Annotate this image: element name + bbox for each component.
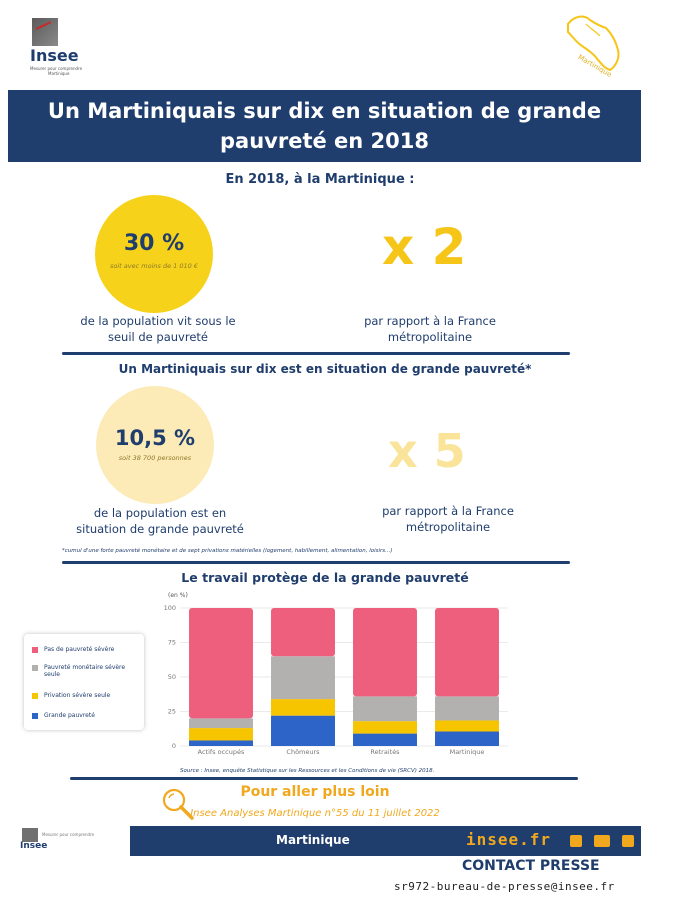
chart-unit-label: (en %)	[168, 592, 188, 599]
ratio-x5-caption: par rapport à la France métropolitaine	[382, 504, 514, 534]
youtube-icon[interactable]	[594, 835, 610, 847]
insee-site-link[interactable]: insee.fr	[466, 830, 552, 849]
severe-poverty-caption: de la population est en situation de gra…	[76, 506, 244, 536]
legend-label: Pas de pauvreté sévère	[44, 646, 115, 653]
bar-segment	[271, 608, 335, 657]
footer-band: Martinique insee.fr	[130, 826, 641, 856]
contact-title: CONTACT PRESSE	[462, 858, 600, 874]
ratio-x2-caption: par rapport à la France métropolitaine	[364, 314, 496, 344]
x-category-label: Chômeurs	[286, 748, 320, 756]
magnifier-icon	[160, 786, 196, 822]
martinique-map-icon: Martinique	[560, 10, 630, 80]
legend-label: Grande pauvreté	[44, 712, 95, 719]
severe-poverty-circle: 10,5 % soit 38 700 personnes	[96, 386, 214, 504]
y-tick-label: 75	[168, 639, 176, 647]
more-title: Pour aller plus loin	[240, 784, 390, 800]
legend-swatch	[32, 713, 38, 719]
y-tick-label: 50	[168, 673, 176, 681]
footer-region: Martinique	[276, 833, 350, 847]
bar-segment	[353, 733, 417, 746]
divider-1	[62, 352, 570, 355]
contact-email[interactable]: sr972-bureau-de-presse@insee.fr	[394, 880, 615, 893]
ratio-x2: x 2	[382, 218, 467, 276]
x-category-label: Actifs occupés	[198, 748, 245, 756]
bar-segment	[271, 699, 335, 716]
footer-logo[interactable]: Insee	[20, 826, 60, 856]
insee-logo-mark	[32, 18, 58, 46]
publication-link[interactable]: Insee Analyses Martinique n°55 du 11 jui…	[190, 808, 440, 819]
bar-segment	[353, 608, 417, 697]
poverty-rate-caption: de la population vit sous le seuil de pa…	[80, 314, 236, 344]
bar-segment	[435, 696, 499, 721]
bar-segment	[189, 718, 253, 729]
poverty-rate-value: 30 %	[123, 231, 185, 256]
severe-poverty-value: 10,5 %	[114, 426, 196, 450]
chart-legend: Pas de pauvreté sévère Pauvreté monétaire…	[24, 634, 144, 730]
footer-logo-mark	[22, 828, 38, 842]
legend-item: Pauvreté monétaire sévère seule	[32, 664, 140, 678]
legend-item: Privation sévère seule	[32, 692, 140, 699]
poverty-rate-note: soit avec moins de 1 010 €	[110, 262, 198, 270]
y-tick-label: 100	[164, 604, 176, 612]
title-line-1: Un Martiniquais sur dix en situation de …	[47, 99, 602, 123]
legend-swatch	[32, 665, 38, 671]
footer-logo-tagline: Mesurer pour comprendre	[42, 832, 95, 837]
x-category-label: Martinique	[450, 748, 485, 756]
legend-swatch	[32, 647, 38, 653]
section1-heading: En 2018, à la Martinique :	[225, 172, 415, 187]
x-category-label: Retraités	[370, 748, 400, 756]
ratio-x5: x 5	[388, 424, 466, 478]
bar-segment	[189, 608, 253, 719]
twitter-icon[interactable]	[570, 835, 582, 847]
bar-segment	[435, 720, 499, 732]
insee-logo[interactable]: Insee Mesurer pour comprendre Martinique	[28, 18, 84, 80]
legend-item: Pas de pauvreté sévère	[32, 646, 140, 653]
section2-heading: Un Martiniquais sur dix est en situation…	[118, 362, 532, 376]
title-banner: Un Martiniquais sur dix en situation de …	[8, 90, 641, 162]
chart-title: Le travail protège de la grande pauvreté	[181, 570, 469, 585]
poverty-rate-circle: 30 % soit avec moins de 1 010 €	[95, 195, 213, 313]
linkedin-icon[interactable]	[622, 835, 634, 847]
title-line-2: pauvreté en 2018	[220, 129, 429, 153]
chart-source: Source : Insee, enquête Statistique sur …	[180, 768, 435, 774]
bar-segment	[353, 696, 417, 722]
divider-2	[62, 561, 570, 564]
y-tick-label: 0	[172, 742, 176, 750]
legend-item: Grande pauvreté	[32, 712, 140, 719]
bar-segment	[435, 608, 499, 697]
bar-segment	[271, 715, 335, 746]
bar-segment	[353, 721, 417, 734]
severe-poverty-note: soit 38 700 personnes	[118, 454, 192, 462]
bar-segment	[189, 728, 253, 741]
insee-logo-tagline: Mesurer pour comprendre	[30, 66, 83, 71]
bar-segment	[435, 731, 499, 746]
y-tick-label: 25	[168, 708, 176, 716]
insee-logo-word: Insee	[30, 46, 79, 65]
footer-logo-word: Insee	[20, 841, 48, 851]
divider-3	[70, 777, 578, 780]
legend-label: Pauvreté monétaire sévère seule	[44, 664, 126, 678]
bar-segment	[189, 740, 253, 746]
bar-segment	[271, 656, 335, 700]
legend-label: Privation sévère seule	[44, 692, 111, 699]
severe-poverty-footnote: *cumul d'une forte pauvreté monétaire et…	[62, 548, 393, 554]
insee-logo-region: Martinique	[48, 71, 70, 76]
legend-swatch	[32, 693, 38, 699]
